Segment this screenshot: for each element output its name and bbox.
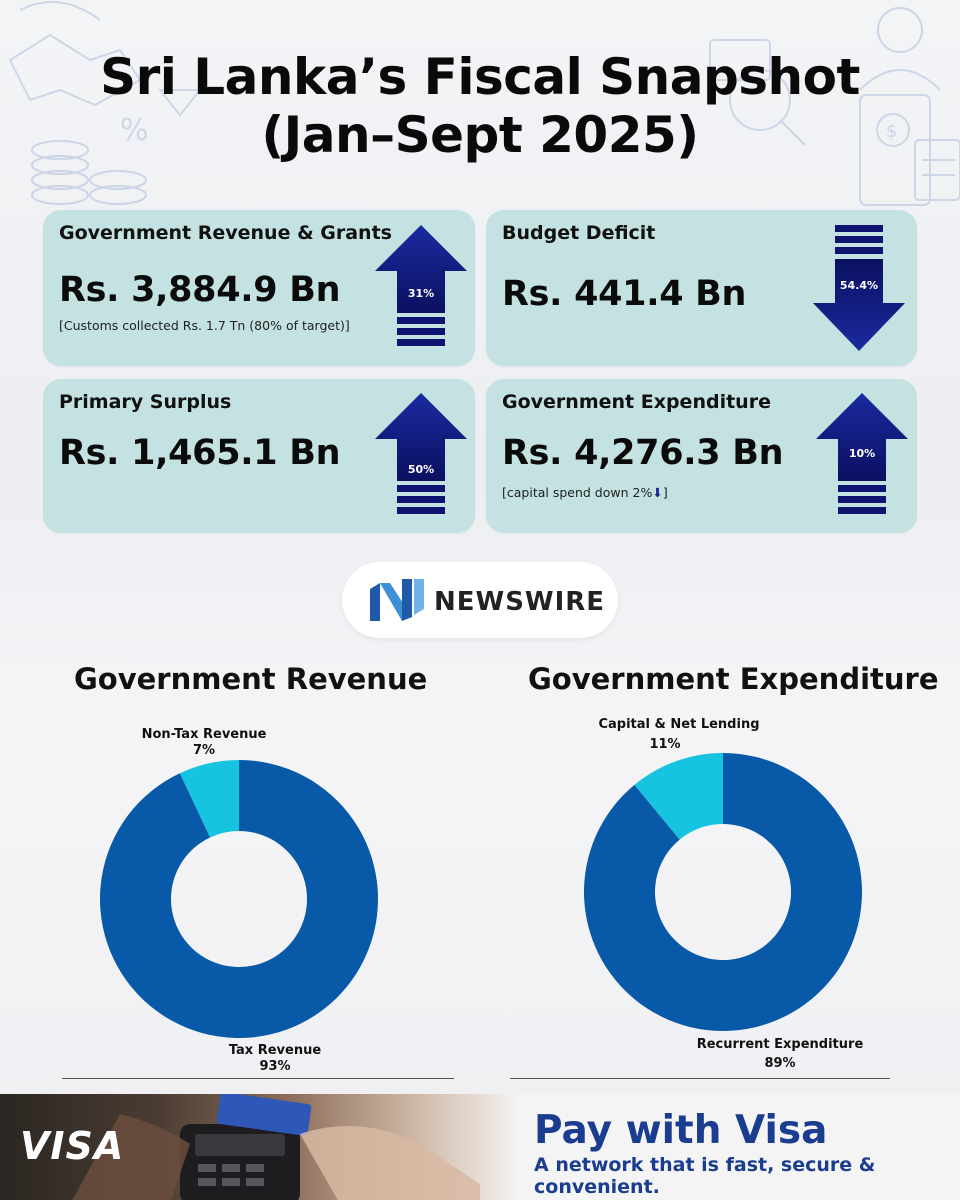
expenditure-donut-chart: Capital & Net Lending 11% Recurrent Expe… <box>584 717 864 1071</box>
card-expenditure-change: 10% <box>849 447 875 460</box>
ad-tagline: A network that is fast, secure & conveni… <box>534 1154 876 1198</box>
card-expenditure-value: Rs. 4,276.3 Bn <box>502 433 784 473</box>
up-arrow-icon: 50% <box>375 393 467 514</box>
card-surplus-label: Primary Surplus <box>59 391 232 413</box>
down-arrow-small-icon: ⬇ <box>652 485 663 500</box>
expenditure-label-recurrent-value: 89% <box>764 1056 795 1071</box>
newswire-n-icon <box>370 579 424 621</box>
title-line-1: Sri Lanka’s Fiscal Snapshot <box>100 48 860 106</box>
divider-left <box>62 1078 454 1079</box>
revenue-label-non-tax-value: 7% <box>193 743 215 758</box>
page-title: Sri Lanka’s Fiscal Snapshot (Jan–Sept 20… <box>0 48 960 164</box>
expenditure-slice-recurrent <box>584 753 862 1031</box>
card-expenditure: Government Expenditure Rs. 4,276.3 Bn [c… <box>486 379 917 533</box>
card-expenditure-note-close: ] <box>662 485 668 500</box>
card-revenue: Government Revenue & Grants Rs. 3,884.9 … <box>43 210 475 366</box>
revenue-label-tax-name: Tax Revenue <box>229 1043 322 1058</box>
revenue-label-non-tax-name: Non-Tax Revenue <box>142 727 267 742</box>
card-deficit: Budget Deficit Rs. 441.4 Bn 54.4% <box>486 210 917 366</box>
card-revenue-label: Government Revenue & Grants <box>59 222 392 244</box>
card-expenditure-note-text: [capital spend down 2% <box>502 485 653 500</box>
visa-logo: VISA <box>20 1124 125 1168</box>
card-deficit-value: Rs. 441.4 Bn <box>502 274 747 314</box>
card-expenditure-label: Government Expenditure <box>502 391 771 413</box>
expenditure-label-recurrent-name: Recurrent Expenditure <box>697 1037 864 1052</box>
card-revenue-note: [Customs collected Rs. 1.7 Tn (80% of ta… <box>59 318 350 333</box>
expenditure-label-capital-value: 11% <box>649 737 680 752</box>
ad-headline: Pay with Visa <box>534 1108 828 1153</box>
expenditure-slice-capital <box>634 753 723 840</box>
card-surplus: Primary Surplus Rs. 1,465.1 Bn 50% <box>43 379 475 533</box>
card-deficit-change: 54.4% <box>840 279 878 292</box>
divider-right <box>510 1078 890 1079</box>
revenue-donut-chart: Non-Tax Revenue 7% Tax Revenue 93% <box>99 727 378 1074</box>
up-arrow-icon: 31% <box>375 225 467 346</box>
newswire-logo: NEWSWIRE <box>342 562 618 638</box>
pos-terminal-illustration <box>72 1094 480 1200</box>
card-revenue-value: Rs. 3,884.9 Bn <box>59 270 341 310</box>
expenditure-label-capital-name: Capital & Net Lending <box>598 717 759 732</box>
expenditure-chart-title: Government Expenditure <box>528 662 939 696</box>
card-expenditure-note: [capital spend down 2%⬇] <box>502 485 668 500</box>
revenue-chart-title: Government Revenue <box>74 662 428 696</box>
revenue-label-tax-value: 93% <box>259 1059 290 1074</box>
down-arrow-icon: 54.4% <box>813 225 905 351</box>
card-surplus-value: Rs. 1,465.1 Bn <box>59 433 341 473</box>
newswire-wordmark: NEWSWIRE <box>434 587 606 617</box>
card-surplus-change: 50% <box>408 463 434 476</box>
up-arrow-icon: 10% <box>816 393 908 514</box>
card-revenue-change: 31% <box>408 287 434 300</box>
revenue-slice-tax <box>99 760 378 1038</box>
card-deficit-label: Budget Deficit <box>502 222 656 244</box>
title-line-2: (Jan–Sept 2025) <box>261 106 699 164</box>
card-payment-photo: VISA <box>0 1094 520 1200</box>
revenue-slice-non-tax <box>179 760 239 838</box>
visa-advertisement[interactable]: VISA Pay with Visa A network that is fas… <box>0 1094 960 1200</box>
